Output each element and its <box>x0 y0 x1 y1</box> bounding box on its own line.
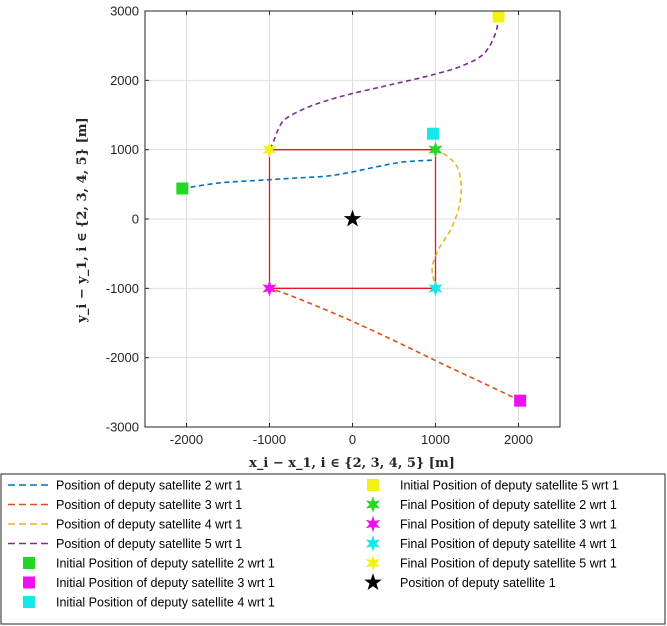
y-tick-label: 0 <box>132 212 139 227</box>
legend-entry-label: Final Position of deputy satellite 5 wrt… <box>400 557 617 571</box>
legend-hexagram-swatch <box>365 554 381 572</box>
marker-hexagram-6 <box>262 280 277 297</box>
x-tick-label: -2000 <box>170 432 203 447</box>
series-line-satellite-4 <box>431 148 463 289</box>
legend-square-swatch <box>23 596 35 608</box>
legend-entry-label: Final Position of deputy satellite 2 wrt… <box>400 498 617 512</box>
series-line-satellite-5 <box>268 16 500 151</box>
legend-hexagram-swatch <box>365 496 381 513</box>
plot-area <box>176 10 527 407</box>
y-tick-label: -1000 <box>106 281 139 296</box>
marker-square-2 <box>514 394 527 407</box>
legend-entry-label: Initial Position of deputy satellite 3 w… <box>56 576 275 590</box>
marker-star-9 <box>343 209 362 227</box>
legend-entry-label: Initial Position of deputy satellite 5 w… <box>400 479 619 493</box>
y-tick-label: -3000 <box>106 420 139 435</box>
y-tick-label: 1000 <box>110 142 139 157</box>
x-tick-label: 2000 <box>504 432 533 447</box>
marker-hexagram-5 <box>428 141 443 158</box>
y-tick-label: -2000 <box>106 350 139 365</box>
legend-hexagram-swatch <box>365 535 381 552</box>
y-tick-label: 2000 <box>110 73 139 88</box>
series-line-satellite-2 <box>182 159 436 190</box>
legend-entry-label: Initial Position of deputy satellite 4 w… <box>56 596 275 610</box>
marker-square-1 <box>176 182 189 195</box>
legend-hexagram-swatch <box>365 515 381 533</box>
x-tick-label: -1000 <box>253 432 286 447</box>
marker-square-3 <box>427 127 440 140</box>
legend-entry-label: Position of deputy satellite 5 wrt 1 <box>56 537 242 551</box>
marker-hexagram-7 <box>428 280 443 297</box>
x-axis-label: x_i − x_1, i ∈ {2, 3, 4, 5} [m] <box>249 456 455 471</box>
legend-star-swatch <box>364 573 382 590</box>
legend-entry-label: Position of deputy satellite 4 wrt 1 <box>56 518 242 532</box>
legend-entry-label: Final Position of deputy satellite 4 wrt… <box>400 537 617 551</box>
legend-entry-label: Position of deputy satellite 3 wrt 1 <box>56 498 242 512</box>
legend: Position of deputy satellite 2 wrt 1 Posi… <box>0 473 666 625</box>
series-line-satellite-3 <box>269 287 521 402</box>
marker-square-4 <box>492 10 505 23</box>
legend-square-swatch <box>367 479 379 491</box>
legend-entry-label: Position of deputy satellite 1 <box>400 576 556 590</box>
y-axis-label: y_i − y_1, i ∈ {2, 3, 4, 5} [m] <box>75 117 90 323</box>
x-tick-label: 1000 <box>421 432 450 447</box>
y-tick-label: 3000 <box>110 4 139 19</box>
legend-entry-label: Final Position of deputy satellite 3 wrt… <box>400 518 617 532</box>
axes: -2000 -1000 0 1000 2000 -3000 -2000 -1000 0 1000 2… <box>106 4 561 447</box>
x-tick-label: 0 <box>349 432 356 447</box>
marker-hexagram-8 <box>262 141 277 158</box>
legend-square-swatch <box>23 557 35 569</box>
legend-entry-label: Position of deputy satellite 2 wrt 1 <box>56 479 242 493</box>
legend-entry-label: Initial Position of deputy satellite 2 w… <box>56 557 275 571</box>
legend-box <box>0 473 666 625</box>
legend-square-swatch <box>23 576 35 589</box>
